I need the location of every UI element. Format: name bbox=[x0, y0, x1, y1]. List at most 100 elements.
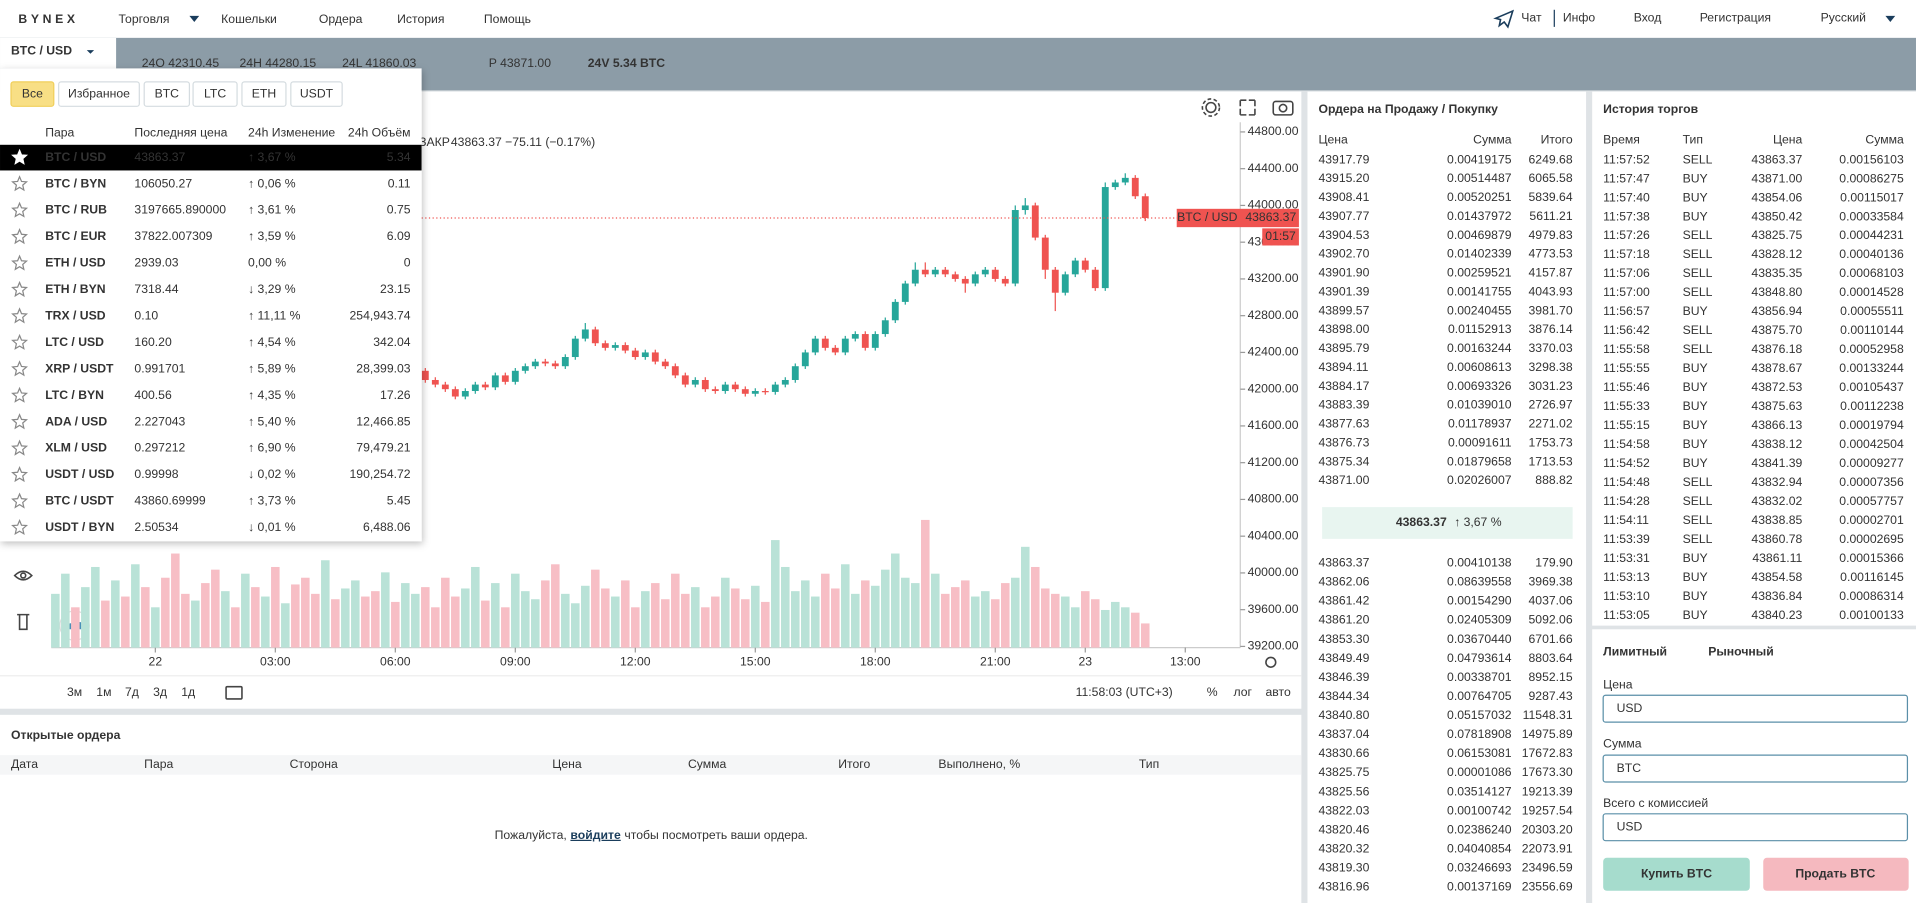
filter-tab[interactable] bbox=[10, 81, 55, 107]
range-button[interactable]: 3д bbox=[153, 685, 167, 699]
filter-tab[interactable] bbox=[192, 81, 238, 107]
y-tick-label: 44800.00 bbox=[1248, 124, 1299, 138]
nav-item[interactable]: Кошельки bbox=[221, 12, 277, 26]
trade-time: 11:53:05 bbox=[1603, 608, 1650, 622]
range-button[interactable]: 7д bbox=[125, 685, 139, 699]
form-tab[interactable]: Лимитный bbox=[1603, 645, 1667, 659]
scale-option[interactable]: авто bbox=[1266, 685, 1291, 699]
favorite-star[interactable] bbox=[11, 360, 28, 377]
book-price: 43830.66 bbox=[1318, 746, 1369, 760]
x-tick-label: 06:00 bbox=[380, 655, 411, 669]
column-header: Итого bbox=[838, 757, 870, 771]
scale-option[interactable]: % bbox=[1207, 685, 1218, 699]
trade-time: 11:54:11 bbox=[1603, 513, 1649, 527]
favorite-star[interactable] bbox=[11, 175, 29, 192]
buy-label: Купить BTC bbox=[1641, 867, 1712, 881]
volume-bar bbox=[581, 585, 590, 648]
range-button[interactable]: 3м bbox=[67, 685, 82, 699]
trade-time: 11:53:10 bbox=[1603, 589, 1650, 603]
chart-tools[interactable] bbox=[13, 98, 1294, 700]
favorite-star[interactable] bbox=[11, 148, 29, 165]
nav-item[interactable]: История bbox=[397, 12, 444, 26]
filter-tab[interactable] bbox=[143, 81, 191, 107]
market-change: ↑ 4,35 % bbox=[248, 388, 296, 402]
favorite-star[interactable] bbox=[11, 280, 29, 298]
range-button[interactable]: 1м bbox=[96, 685, 111, 699]
form-tab[interactable]: Рыночный bbox=[1708, 645, 1773, 659]
book-price: 43816.96 bbox=[1318, 880, 1369, 894]
nav-item[interactable]: Торговля bbox=[119, 12, 170, 26]
market-pair: XRP / USDT bbox=[45, 361, 114, 375]
favorite-star[interactable] bbox=[11, 492, 28, 509]
nav-link[interactable]: Русский bbox=[1821, 11, 1866, 25]
book-total: 11548.31 bbox=[1523, 708, 1573, 722]
favorite-star[interactable] bbox=[11, 254, 29, 271]
volume-bar bbox=[1001, 583, 1010, 648]
favorite-star[interactable] bbox=[11, 518, 29, 535]
favorite-star[interactable] bbox=[11, 413, 29, 430]
candle-body bbox=[761, 391, 769, 393]
trade-type: BUY bbox=[1683, 171, 1708, 185]
filter-tab[interactable] bbox=[290, 81, 343, 107]
trade-time: 11:54:48 bbox=[1603, 475, 1650, 489]
filter-tab[interactable] bbox=[241, 81, 287, 107]
book-price: 43840.80 bbox=[1318, 708, 1369, 722]
range-button[interactable]: 1д bbox=[181, 685, 195, 699]
book-amount: 0.00469879 bbox=[1447, 228, 1512, 242]
favorite-star[interactable] bbox=[11, 466, 29, 483]
filter-tab[interactable] bbox=[58, 81, 140, 107]
market-price: 400.56 bbox=[134, 388, 172, 402]
volume-bar bbox=[151, 607, 160, 648]
nav-item[interactable]: Ордера bbox=[319, 12, 363, 26]
orders-header-row bbox=[0, 755, 1302, 775]
buy-button[interactable] bbox=[1603, 857, 1750, 891]
volume-bar bbox=[251, 587, 260, 648]
input-field[interactable] bbox=[1602, 813, 1909, 842]
candle-body bbox=[581, 329, 589, 339]
favorite-star[interactable] bbox=[11, 386, 29, 403]
nav-link[interactable]: Инфо bbox=[1563, 11, 1596, 25]
y-tick-label: 40400.00 bbox=[1248, 528, 1299, 542]
pair-selector[interactable] bbox=[0, 37, 117, 69]
book-total: 20303.20 bbox=[1522, 822, 1573, 836]
nav-item[interactable]: Помощь bbox=[484, 12, 531, 26]
nav-link[interactable]: Регистрация bbox=[1700, 11, 1771, 25]
panel-title: Открытые ордера bbox=[11, 728, 121, 742]
x-tick-label: 12:00 bbox=[620, 655, 651, 669]
close-text: 43863.37 −75.11 (−0.17%) bbox=[451, 135, 595, 149]
favorite-star[interactable] bbox=[11, 307, 29, 324]
sell-button[interactable] bbox=[1763, 857, 1909, 891]
trade-type: SELL bbox=[1683, 285, 1713, 299]
trade-amount: 0.00007356 bbox=[1839, 475, 1904, 489]
trade-amount: 0.00115017 bbox=[1840, 190, 1904, 204]
candle-body bbox=[1051, 269, 1059, 293]
column-header: 24h Объём bbox=[348, 125, 411, 139]
market-change: ↑ 11,11 % bbox=[248, 309, 301, 323]
login-link[interactable]: войдите bbox=[570, 828, 621, 842]
input-field[interactable] bbox=[1602, 754, 1909, 783]
favorite-star[interactable] bbox=[11, 228, 28, 245]
book-total: 4037.06 bbox=[1529, 594, 1573, 608]
candle-body bbox=[601, 343, 609, 348]
input-field[interactable] bbox=[1602, 694, 1909, 723]
trade-time: 11:56:42 bbox=[1603, 323, 1650, 337]
book-price: 43853.30 bbox=[1318, 632, 1369, 646]
y-tick-label: 44000.00 bbox=[1248, 198, 1299, 212]
chat-icon[interactable] bbox=[1493, 9, 1515, 29]
volume-bar bbox=[411, 593, 420, 648]
scale-option[interactable]: лог bbox=[1233, 685, 1252, 699]
nav-link[interactable]: Вход bbox=[1634, 11, 1662, 25]
column-header: Последняя цена bbox=[134, 125, 227, 139]
favorite-star[interactable] bbox=[11, 439, 29, 456]
nav-link[interactable]: Чат bbox=[1521, 11, 1542, 25]
candle-body bbox=[791, 366, 799, 380]
favorite-star[interactable] bbox=[11, 201, 29, 218]
trade-amount: 0.00014528 bbox=[1839, 285, 1904, 299]
trade-amount: 0.00042504 bbox=[1839, 437, 1904, 451]
book-price: 43894.11 bbox=[1318, 360, 1368, 374]
y-tick-label: 44400.00 bbox=[1248, 161, 1299, 175]
trade-price: 43860.78 bbox=[1751, 532, 1802, 546]
trade-type: SELL bbox=[1683, 266, 1713, 280]
x-tick-label: 09:00 bbox=[500, 655, 531, 669]
favorite-star[interactable] bbox=[11, 333, 29, 350]
